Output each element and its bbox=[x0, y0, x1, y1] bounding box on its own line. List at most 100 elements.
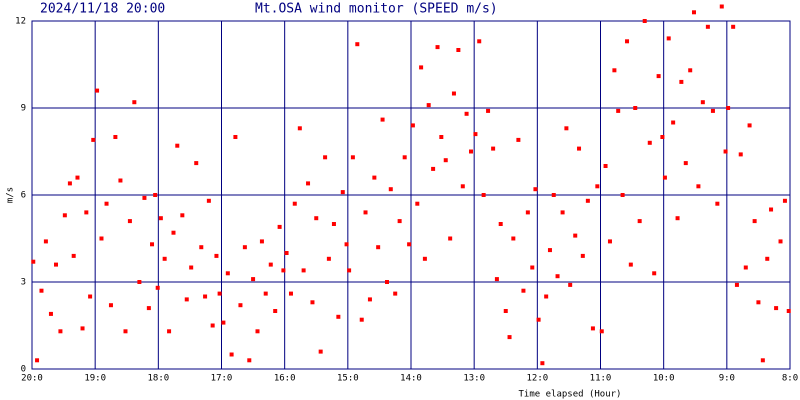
data-point bbox=[494, 277, 499, 282]
data-point bbox=[637, 219, 642, 224]
data-point bbox=[752, 219, 757, 224]
data-point bbox=[660, 135, 665, 139]
data-point bbox=[700, 100, 705, 105]
data-point bbox=[568, 282, 573, 287]
data-point bbox=[288, 291, 293, 296]
data-point bbox=[530, 265, 535, 270]
data-point bbox=[560, 210, 565, 215]
data-point bbox=[331, 222, 336, 226]
data-point bbox=[431, 166, 436, 171]
data-point bbox=[71, 253, 76, 258]
data-point bbox=[108, 303, 113, 308]
data-point bbox=[247, 358, 252, 363]
data-point bbox=[544, 294, 549, 299]
data-point bbox=[460, 184, 465, 189]
data-point bbox=[521, 288, 526, 293]
data-point bbox=[132, 100, 137, 105]
x-axis-label: Time elapsed (Hour) bbox=[519, 390, 622, 400]
data-point bbox=[268, 262, 273, 267]
data-point bbox=[774, 306, 779, 311]
data-point bbox=[760, 358, 765, 363]
data-point bbox=[323, 155, 328, 160]
data-point bbox=[113, 135, 118, 139]
data-point bbox=[84, 210, 89, 215]
data-point bbox=[180, 213, 185, 218]
data-point bbox=[384, 280, 389, 284]
x-tick-label: 10:0 bbox=[653, 374, 675, 384]
data-point bbox=[533, 187, 538, 192]
data-point bbox=[448, 236, 453, 241]
data-point bbox=[58, 329, 63, 334]
data-point bbox=[656, 74, 661, 79]
data-point bbox=[359, 317, 364, 322]
data-point bbox=[137, 280, 142, 284]
data-point bbox=[344, 242, 349, 247]
data-point bbox=[214, 253, 219, 258]
data-point bbox=[326, 256, 331, 261]
x-tick-label: 11:0 bbox=[590, 374, 612, 384]
data-point bbox=[229, 352, 234, 357]
data-point bbox=[516, 137, 521, 142]
data-point bbox=[217, 291, 222, 296]
data-point bbox=[738, 152, 743, 157]
x-tick-label: 20:0 bbox=[21, 374, 43, 384]
data-point bbox=[350, 155, 355, 160]
data-point bbox=[652, 271, 657, 276]
data-point bbox=[184, 297, 189, 302]
data-point bbox=[273, 309, 278, 313]
data-point bbox=[577, 146, 582, 151]
data-point bbox=[464, 111, 469, 116]
data-point bbox=[380, 117, 385, 122]
data-point bbox=[647, 140, 652, 145]
data-point bbox=[786, 309, 791, 313]
data-point bbox=[769, 207, 774, 212]
data-point bbox=[310, 300, 315, 305]
data-point bbox=[585, 198, 590, 203]
data-point bbox=[238, 303, 243, 308]
data-point bbox=[477, 39, 482, 44]
data-point bbox=[355, 42, 360, 47]
data-point bbox=[175, 143, 180, 148]
data-point bbox=[415, 201, 420, 206]
data-point bbox=[679, 79, 684, 84]
data-point bbox=[75, 175, 80, 180]
data-point bbox=[88, 294, 93, 299]
x-tick-label: 16:0 bbox=[274, 374, 296, 384]
y-axis-label: m/s bbox=[6, 187, 16, 203]
data-point bbox=[642, 19, 647, 23]
data-point bbox=[705, 24, 710, 29]
data-point bbox=[259, 239, 264, 244]
data-point bbox=[402, 155, 407, 160]
data-point bbox=[225, 271, 230, 276]
data-point bbox=[451, 91, 456, 96]
data-point bbox=[347, 268, 352, 273]
data-point bbox=[778, 239, 783, 244]
data-point bbox=[206, 198, 211, 203]
data-point bbox=[456, 48, 461, 52]
data-point bbox=[167, 329, 172, 334]
data-point bbox=[743, 265, 748, 270]
data-point bbox=[599, 329, 604, 334]
x-tick-label: 17:0 bbox=[211, 374, 233, 384]
chart-date: 2024/11/18 20:00 bbox=[40, 2, 165, 17]
data-point bbox=[277, 224, 282, 229]
data-point bbox=[203, 294, 208, 299]
data-point bbox=[62, 213, 67, 218]
data-point bbox=[473, 132, 478, 137]
x-tick-label: 9:0 bbox=[719, 374, 735, 384]
x-tick-label: 13:0 bbox=[463, 374, 485, 384]
data-point bbox=[628, 262, 633, 267]
data-point bbox=[376, 245, 381, 250]
data-point bbox=[242, 245, 247, 250]
data-point bbox=[547, 248, 552, 253]
y-tick-label: 12 bbox=[15, 17, 26, 27]
y-tick-label: 3 bbox=[21, 278, 26, 288]
data-point bbox=[782, 198, 787, 203]
data-point bbox=[142, 195, 147, 200]
data-point bbox=[443, 158, 448, 163]
data-point bbox=[491, 146, 496, 151]
data-point bbox=[573, 233, 578, 238]
data-point bbox=[39, 288, 44, 293]
data-point bbox=[607, 239, 612, 244]
